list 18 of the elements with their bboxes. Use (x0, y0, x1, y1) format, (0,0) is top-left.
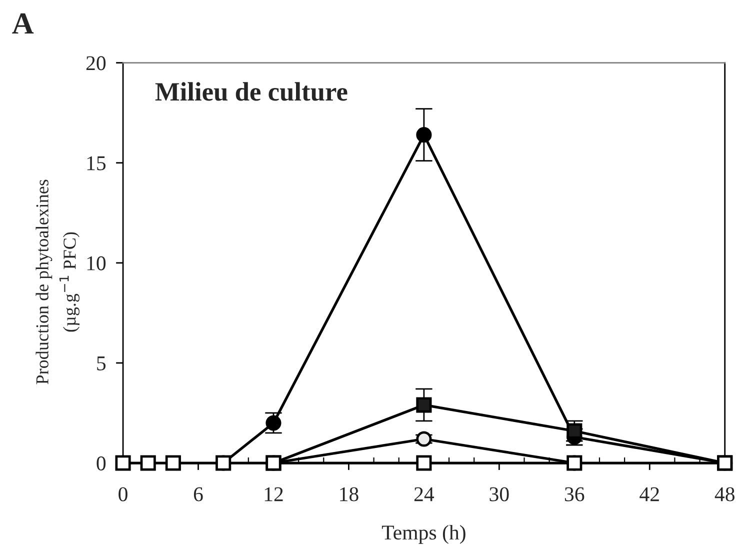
x-tick-label: 0 (118, 487, 128, 502)
x-tick-label: 12 (264, 487, 283, 502)
x-tick-label: 18 (340, 487, 358, 502)
text: A (12, 13, 34, 34)
y-tick-label: 0 (96, 456, 106, 470)
y-axis-title: Production de phytoalexines (µg.g$^{−1}$ PFC) (36, 180, 80, 384)
x-tick-label: 48 (714, 487, 734, 502)
y-tick-label: 10 (87, 256, 106, 270)
y-tick-label: 15 (87, 156, 106, 170)
x-tick-label: 30 (490, 487, 509, 502)
y-tick-label: 5 (97, 356, 106, 370)
x-tick-label: 24 (414, 487, 434, 502)
x-axis-title: Temps (h) (382, 524, 466, 544)
x-tick-label: 36 (564, 487, 584, 502)
x-tick-label: 42 (640, 487, 659, 502)
y-tick-label: 20 (86, 56, 106, 70)
x-tick-label: 6 (194, 487, 203, 502)
text: Milieu de culture (155, 82, 348, 101)
